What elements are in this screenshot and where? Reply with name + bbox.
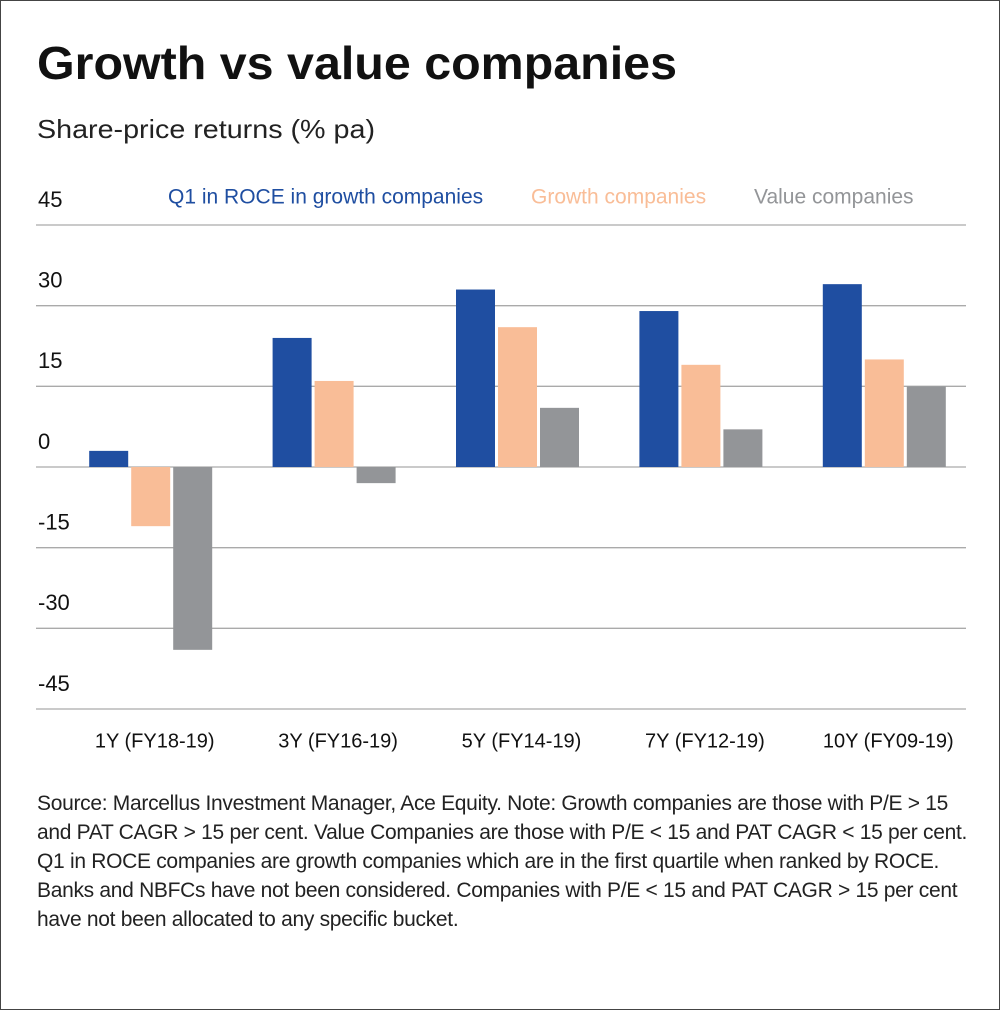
x-tick-label: 1Y (FY18-19) — [95, 730, 215, 752]
legend-entry: Value companies — [754, 186, 914, 209]
bar — [864, 359, 904, 467]
bar — [272, 337, 312, 467]
bar — [498, 327, 537, 467]
legend-entry: Growth companies — [531, 186, 706, 209]
x-tick-label: 3Y (FY16-19) — [278, 730, 398, 752]
legend-entry: Q1 in ROCE in growth companies — [168, 186, 483, 209]
y-tick-label: 0 — [38, 429, 50, 454]
bar — [822, 284, 862, 467]
bar — [723, 429, 763, 467]
bar — [639, 311, 679, 467]
x-tick-label: 5Y (FY14-19) — [462, 730, 582, 752]
y-tick-label: 30 — [38, 267, 62, 292]
y-tick-label: 15 — [38, 348, 62, 373]
bar — [906, 386, 946, 467]
bar — [540, 407, 579, 467]
source-note: Source: Marcellus Investment Manager, Ac… — [37, 792, 968, 931]
chart: Growth vs value companies Share-price re… — [36, 37, 966, 752]
x-tick-label: 7Y (FY12-19) — [645, 730, 765, 752]
bar — [456, 289, 495, 467]
y-tick-label: 45 — [38, 187, 62, 212]
y-tick-label: -45 — [38, 671, 70, 696]
x-tick-label: 10Y (FY09-19) — [823, 730, 954, 752]
bar — [681, 364, 721, 467]
y-tick-label: -30 — [38, 590, 70, 615]
bar — [314, 380, 354, 467]
bar — [356, 467, 396, 484]
chart-title: Growth vs value companies — [37, 37, 677, 89]
chart-subtitle: Share-price returns (% pa) — [37, 114, 375, 144]
y-tick-label: -15 — [38, 509, 70, 534]
bar — [173, 467, 213, 650]
bar — [131, 467, 171, 527]
bar — [89, 450, 129, 467]
